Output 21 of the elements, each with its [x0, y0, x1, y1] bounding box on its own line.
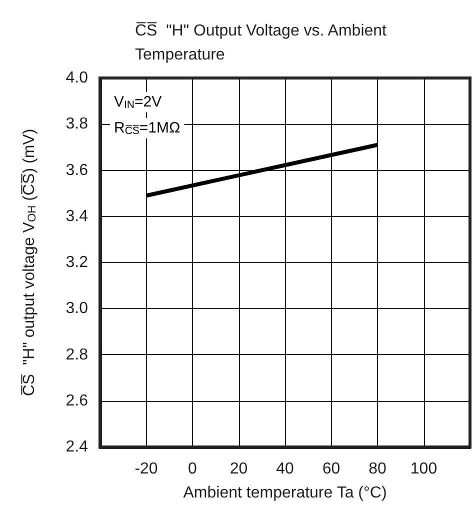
y-axis-title: C̅S̅ "H" output voltage VOH (C̅S̅) (mV): [20, 128, 38, 396]
y-tick-label: 2.6: [66, 392, 88, 410]
y-tick-label: 4.0: [66, 70, 88, 86]
y-tick-label: 3.0: [66, 300, 88, 318]
x-tick-label: 100: [410, 460, 438, 478]
y-tick-label: 3.4: [66, 208, 88, 225]
annotation: RC̅S̅=1MΩ: [114, 120, 180, 137]
y-tick-label: 3.6: [66, 162, 88, 179]
x-tick-label: 60: [322, 460, 340, 478]
chart-title: C̅S̅ "H" Output Voltage vs. Ambient Temperature: [135, 22, 391, 64]
x-tick-label: 80: [368, 460, 386, 478]
x-tick-label: 20: [230, 460, 248, 478]
x-tick-label: 0: [188, 460, 198, 478]
x-tick-label: -20: [134, 460, 158, 478]
y-tick-label: 2.8: [66, 346, 88, 364]
annotation: VIN=2V: [114, 94, 162, 111]
y-tick-label: 2.4: [66, 438, 88, 456]
y-tick-label: 3.2: [66, 254, 88, 271]
y-tick-label: 3.8: [66, 116, 88, 133]
x-axis-title: Ambient temperature Ta (°C): [183, 484, 387, 502]
x-tick-label: 40: [276, 460, 294, 478]
